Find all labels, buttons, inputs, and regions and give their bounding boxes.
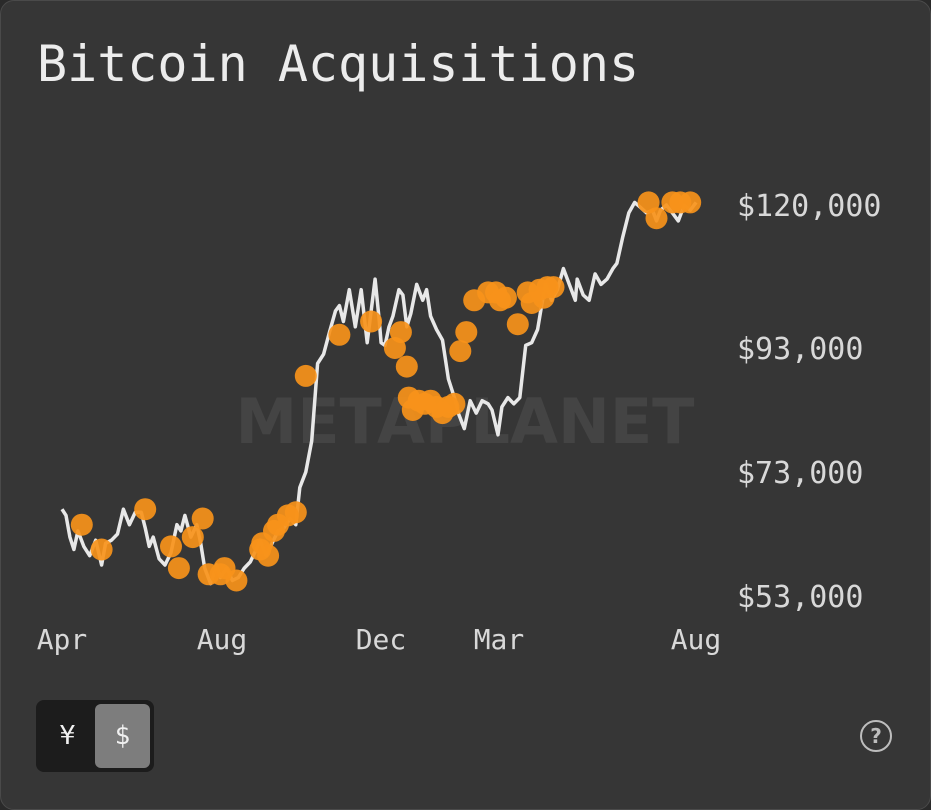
x-tick-label: Dec xyxy=(356,623,407,656)
acquisition-point[interactable] xyxy=(160,535,182,558)
acquisition-point[interactable] xyxy=(506,313,529,336)
acquisition-point[interactable] xyxy=(389,321,412,344)
acquisition-point[interactable] xyxy=(225,569,248,592)
acquisition-point[interactable] xyxy=(494,286,517,309)
acquisition-point[interactable] xyxy=(167,557,190,580)
chart-title: Bitcoin Acquisitions xyxy=(37,35,640,93)
acquisition-point[interactable] xyxy=(257,544,280,567)
x-axis: Apr Aug Dec Mar Aug xyxy=(37,623,722,656)
x-tick-label: Aug xyxy=(671,623,722,656)
acquisition-point[interactable] xyxy=(443,392,466,415)
acquisition-point[interactable] xyxy=(395,355,418,378)
acquisition-point[interactable] xyxy=(284,501,307,524)
acquisition-point[interactable] xyxy=(449,340,472,363)
y-axis: $120,000 $93,000 $73,000 $53,000 xyxy=(737,189,882,615)
question-circle-icon[interactable]: ? xyxy=(860,720,892,752)
acquisition-point[interactable] xyxy=(294,364,317,387)
acquisition-point[interactable] xyxy=(90,538,113,561)
x-tick-label: Aug xyxy=(197,623,248,656)
acquisition-point[interactable] xyxy=(360,310,383,333)
acquisition-point[interactable] xyxy=(455,321,478,344)
y-tick-label: $73,000 xyxy=(737,456,863,491)
x-tick-label: Mar xyxy=(474,623,525,656)
currency-option-yen[interactable]: ¥ xyxy=(59,721,76,751)
acquisition-point[interactable] xyxy=(679,191,702,214)
currency-toggle[interactable]: ¥ $ xyxy=(36,700,154,772)
acquisition-point[interactable] xyxy=(134,498,157,521)
acquisition-point[interactable] xyxy=(328,323,351,346)
y-tick-label: $120,000 xyxy=(737,189,882,224)
acquisition-point[interactable] xyxy=(70,513,93,536)
x-tick-label: Apr xyxy=(37,623,88,656)
acquisition-layer xyxy=(70,191,702,592)
line-layer xyxy=(60,200,698,586)
currency-option-usd[interactable]: $ xyxy=(95,704,150,768)
acquisition-point[interactable] xyxy=(645,207,668,230)
y-tick-label: $93,000 xyxy=(737,332,863,367)
acquisition-point[interactable] xyxy=(542,276,565,299)
y-tick-label: $53,000 xyxy=(737,580,863,615)
acquisition-point[interactable] xyxy=(191,507,214,530)
price-line xyxy=(60,200,698,586)
acquisition-point[interactable] xyxy=(181,526,204,549)
